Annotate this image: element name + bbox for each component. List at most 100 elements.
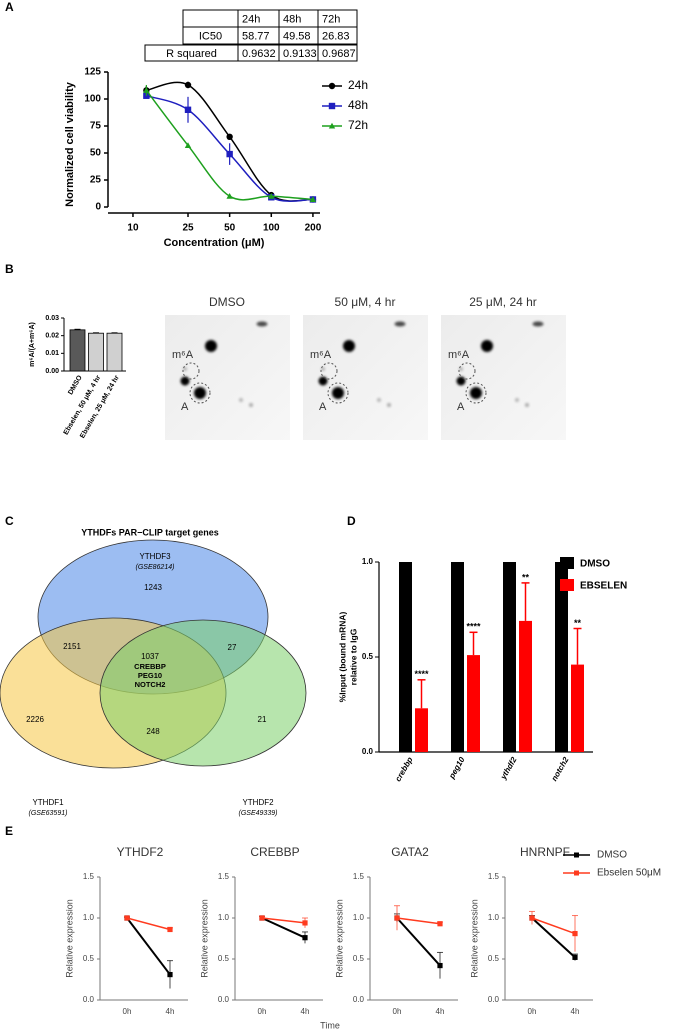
significance: ** <box>522 572 530 582</box>
marker <box>302 920 308 926</box>
y-tick-label: 0.5 <box>362 652 374 661</box>
y-tick-label: 0.0 <box>83 995 95 1004</box>
y-tick-label: 100 <box>84 94 101 105</box>
x-axis-label: Time <box>320 1020 340 1030</box>
x-tick-label: 4h <box>301 1007 310 1016</box>
table-cell <box>317 44 358 62</box>
x-tick-label: 0h <box>258 1007 267 1016</box>
panel-label: D <box>347 514 356 528</box>
tlc-spot <box>456 376 466 386</box>
y-tick-label: 0.0 <box>362 747 374 756</box>
y-tick-label: 1.5 <box>488 872 500 881</box>
legend-label: 24h <box>348 78 368 92</box>
y-tick-label: 0.5 <box>488 954 500 963</box>
tlc-title: DMSO <box>209 295 245 309</box>
table-value: 0.9687 <box>322 48 356 60</box>
marker <box>328 122 336 129</box>
spot-label: A <box>181 401 189 413</box>
y-tick-label: 0.0 <box>218 995 230 1004</box>
marker <box>302 935 308 941</box>
x-tick-label: 0h <box>393 1007 402 1016</box>
series-line <box>126 917 171 931</box>
marker <box>394 915 400 921</box>
a-outline <box>465 382 487 404</box>
x-tick-label: 0h <box>528 1007 537 1016</box>
tlc-spot <box>249 403 253 407</box>
bar <box>106 332 123 372</box>
bar <box>555 562 568 752</box>
y-tick-label: 1.5 <box>83 872 95 881</box>
marker <box>437 921 443 927</box>
series-line <box>126 917 171 976</box>
x-tick-label: ythdf2 <box>498 755 519 782</box>
table-value: 49.58 <box>283 30 311 42</box>
tlc-spot <box>532 321 544 327</box>
bar <box>519 620 532 752</box>
y-axis-label: Relative expression <box>199 899 209 978</box>
legend-marker <box>574 870 579 876</box>
table-row-label: R squared <box>166 48 217 60</box>
panel-title: CREBBP <box>250 845 299 859</box>
series-line <box>261 917 306 939</box>
y-axis-label: Relative expression <box>334 899 344 978</box>
venn-count: 2226 <box>26 715 44 724</box>
y-axis-label: %Input (bound mRNA) <box>337 612 347 703</box>
venn-count: 1243 <box>144 583 162 592</box>
x-tick-label: DMSO <box>67 374 84 396</box>
tlc-spot <box>194 387 206 399</box>
table-value: 0.9632 <box>242 48 276 60</box>
x-tick-label: notch2 <box>550 755 571 783</box>
y-axis-label: Relative expression <box>469 899 479 978</box>
y-tick-label: 25 <box>90 175 102 186</box>
tlc-spot <box>394 321 406 327</box>
venn-gene: NOTCH2 <box>135 680 166 689</box>
marker <box>259 915 265 921</box>
table-row-label: IC50 <box>199 30 222 42</box>
y-tick-label: 1.0 <box>353 913 365 922</box>
spot-label: A <box>457 401 465 413</box>
a-outline <box>327 382 349 404</box>
x-tick-label: 4h <box>166 1007 175 1016</box>
table-value: 0.9133 <box>283 48 317 60</box>
y-tick-label: 0.00 <box>45 368 59 375</box>
y-tick-label: 1.0 <box>488 913 500 922</box>
venn-set-name: YTHDF2 <box>242 798 274 807</box>
series-line <box>261 917 306 924</box>
tlc-spot <box>481 340 493 352</box>
x-tick-label: 4h <box>571 1007 580 1016</box>
y-tick-label: 0.03 <box>45 315 59 322</box>
tlc-spot <box>239 398 243 402</box>
y-tick-label: 0.5 <box>353 954 365 963</box>
venn-title: YTHDFs PAR−CLIP target genes <box>81 527 218 537</box>
venn-count: 27 <box>228 643 237 652</box>
table-cell <box>182 9 239 28</box>
y-tick-label: 0.0 <box>353 995 365 1004</box>
tlc-spot <box>515 398 519 402</box>
marker <box>268 193 275 199</box>
legend-label: EBSELEN <box>580 581 627 592</box>
x-tick-label: 200 <box>305 223 322 234</box>
marker <box>167 926 173 933</box>
x-tick-label: 0h <box>123 1007 132 1016</box>
y-axis-label: Relative expression <box>64 899 74 978</box>
y-tick-label: 1.0 <box>83 913 95 922</box>
series-line <box>396 917 441 967</box>
tlc-spot <box>318 376 328 386</box>
y-tick-label: 1.0 <box>362 557 374 566</box>
y-tick-label: 0.0 <box>488 995 500 1004</box>
significance: ** <box>574 618 582 628</box>
tlc-spot <box>205 340 217 352</box>
significance: **** <box>414 669 429 679</box>
legend-marker <box>574 852 579 858</box>
table-value: 58.77 <box>242 30 270 42</box>
marker <box>226 133 233 140</box>
tlc-spot <box>525 403 529 407</box>
tlc-spot <box>387 403 391 407</box>
table-header: 24h <box>242 13 260 25</box>
y-tick-label: 75 <box>90 121 102 132</box>
legend-swatch <box>560 579 574 591</box>
panel-title: YTHDF2 <box>117 845 164 859</box>
x-tick-label: 4h <box>436 1007 445 1016</box>
marker <box>529 915 535 921</box>
